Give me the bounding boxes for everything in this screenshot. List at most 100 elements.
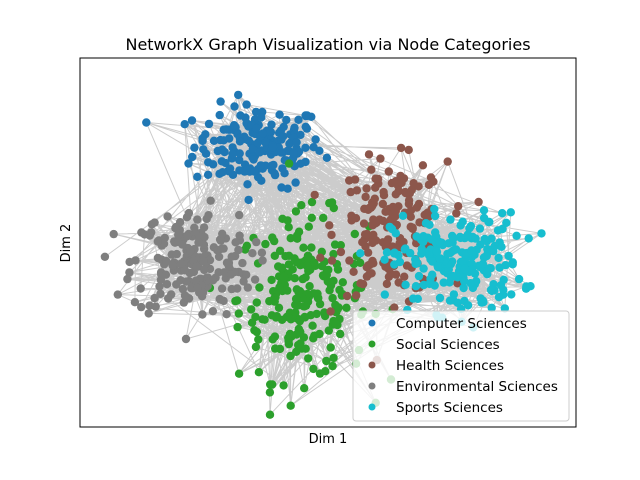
- node-social-sciences: [307, 197, 317, 207]
- node-environmental-sciences: [162, 256, 171, 266]
- node-sports-sciences: [524, 234, 533, 243]
- node-social-sciences: [283, 216, 292, 225]
- node-computer-sciences: [229, 121, 239, 130]
- node-computer-sciences: [234, 90, 243, 100]
- node-social-sciences: [285, 329, 295, 339]
- node-social-sciences: [291, 207, 301, 216]
- node-computer-sciences: [184, 159, 193, 168]
- node-health-sciences: [406, 212, 415, 221]
- node-environmental-sciences: [180, 266, 190, 275]
- node-environmental-sciences: [192, 262, 201, 271]
- node-environmental-sciences: [200, 265, 209, 275]
- node-sports-sciences: [479, 206, 489, 215]
- node-social-sciences: [286, 234, 295, 243]
- node-sports-sciences: [449, 234, 458, 243]
- node-environmental-sciences: [161, 270, 171, 279]
- node-environmental-sciences: [257, 248, 267, 257]
- node-computer-sciences: [257, 113, 266, 122]
- node-computer-sciences: [220, 147, 229, 157]
- node-computer-sciences: [244, 195, 253, 205]
- node-health-sciences: [310, 190, 319, 200]
- node-sports-sciences: [428, 270, 437, 279]
- node-computer-sciences: [236, 111, 245, 120]
- node-environmental-sciences: [180, 291, 190, 300]
- node-computer-sciences: [235, 149, 244, 158]
- node-environmental-sciences: [137, 302, 146, 312]
- node-social-sciences: [296, 327, 305, 337]
- node-computer-sciences: [277, 148, 286, 157]
- node-sports-sciences: [419, 232, 428, 241]
- node-environmental-sciences: [204, 211, 213, 220]
- node-health-sciences: [396, 143, 406, 153]
- node-environmental-sciences: [194, 238, 203, 247]
- node-environmental-sciences: [214, 252, 224, 261]
- node-health-sciences: [399, 174, 409, 183]
- node-health-sciences: [384, 167, 393, 176]
- node-environmental-sciences: [163, 212, 172, 221]
- node-computer-sciences: [198, 134, 207, 143]
- node-sports-sciences: [459, 283, 468, 293]
- node-social-sciences: [322, 268, 331, 277]
- node-environmental-sciences: [182, 232, 192, 241]
- node-environmental-sciences: [182, 277, 191, 286]
- node-social-sciences: [307, 243, 316, 252]
- node-environmental-sciences: [109, 229, 118, 239]
- node-sports-sciences: [425, 279, 434, 289]
- node-health-sciences: [453, 279, 462, 288]
- node-social-sciences: [270, 293, 279, 303]
- node-health-sciences: [336, 247, 346, 257]
- node-health-sciences: [361, 192, 370, 202]
- node-social-sciences: [268, 233, 277, 242]
- node-social-sciences: [308, 321, 317, 330]
- node-environmental-sciences: [206, 196, 215, 205]
- node-environmental-sciences: [219, 244, 228, 253]
- node-social-sciences: [342, 303, 351, 312]
- node-sports-sciences: [433, 263, 443, 272]
- node-computer-sciences: [235, 155, 244, 165]
- node-health-sciences: [404, 145, 413, 155]
- node-sports-sciences: [493, 226, 503, 235]
- node-computer-sciences: [322, 153, 332, 162]
- plot-frame: [79, 57, 577, 428]
- node-sports-sciences: [456, 221, 465, 230]
- node-health-sciences: [345, 176, 354, 185]
- node-social-sciences: [326, 343, 335, 352]
- node-sports-sciences: [470, 269, 480, 278]
- node-environmental-sciences: [208, 276, 218, 285]
- node-environmental-sciences: [191, 276, 201, 285]
- node-health-sciences: [362, 263, 371, 272]
- node-sports-sciences: [466, 279, 475, 288]
- node-social-sciences: [268, 380, 277, 389]
- node-computer-sciences: [242, 100, 251, 109]
- node-environmental-sciences: [258, 256, 267, 265]
- node-health-sciences: [367, 165, 376, 174]
- node-social-sciences: [338, 278, 347, 287]
- node-sports-sciences: [514, 274, 524, 284]
- node-social-sciences: [242, 241, 252, 250]
- node-health-sciences: [418, 161, 428, 170]
- node-sports-sciences: [494, 253, 503, 263]
- node-sports-sciences: [498, 209, 507, 218]
- node-computer-sciences: [258, 129, 268, 138]
- node-computer-sciences: [279, 132, 288, 141]
- node-environmental-sciences: [145, 231, 154, 240]
- node-health-sciences: [452, 209, 461, 218]
- node-health-sciences: [362, 229, 372, 239]
- node-sports-sciences: [494, 293, 504, 302]
- node-social-sciences: [315, 369, 325, 378]
- node-social-sciences: [286, 401, 295, 410]
- node-computer-sciences: [289, 149, 298, 158]
- legend: Computer Sciences Social Sciences Health S…: [352, 310, 570, 422]
- node-sports-sciences: [385, 222, 394, 232]
- node-health-sciences: [327, 256, 337, 265]
- node-sports-sciences: [499, 275, 508, 284]
- node-environmental-sciences: [198, 310, 207, 319]
- node-environmental-sciences: [184, 208, 194, 218]
- node-social-sciences: [267, 275, 276, 285]
- node-sports-sciences: [467, 246, 476, 255]
- node-health-sciences: [376, 154, 385, 163]
- node-environmental-sciences: [156, 289, 165, 299]
- node-social-sciences: [322, 356, 331, 366]
- node-sports-sciences: [356, 249, 365, 258]
- node-social-sciences: [300, 302, 309, 311]
